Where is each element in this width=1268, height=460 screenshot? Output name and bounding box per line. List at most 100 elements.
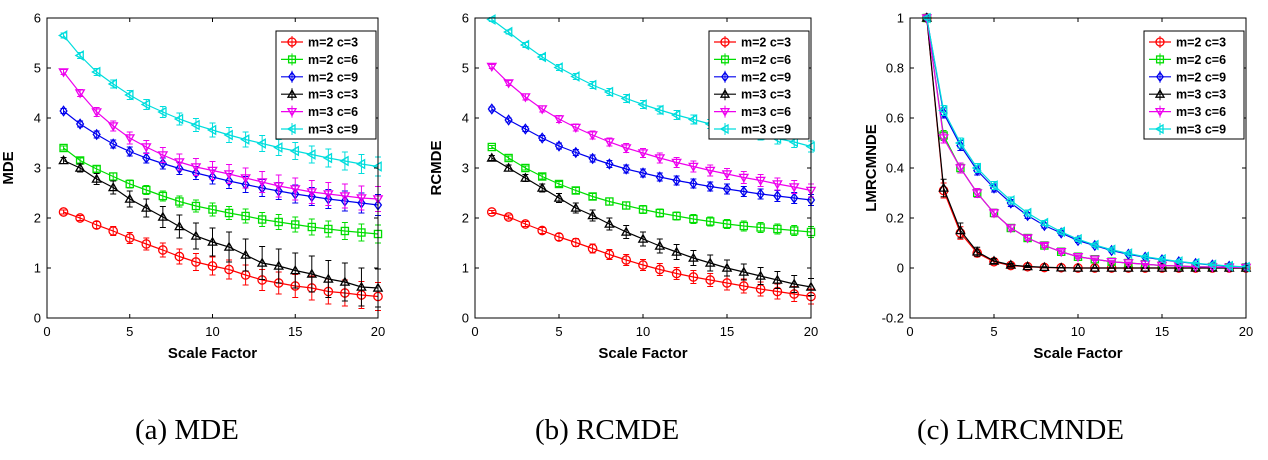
legend-marker bbox=[287, 37, 297, 47]
legend-marker bbox=[1154, 123, 1164, 135]
y-tick-label: 3 bbox=[34, 161, 41, 176]
legend-label: m=3 c=6 bbox=[1176, 105, 1226, 119]
legend-marker bbox=[286, 107, 298, 117]
data-point bbox=[75, 213, 85, 223]
data-point bbox=[571, 146, 580, 159]
data-point bbox=[306, 188, 318, 198]
data-point bbox=[124, 134, 136, 144]
data-point bbox=[58, 30, 68, 41]
data-point bbox=[620, 144, 632, 154]
data-point bbox=[604, 218, 615, 228]
legend-label: m=2 c=6 bbox=[308, 53, 358, 67]
data-point bbox=[570, 237, 581, 248]
legend-label: m=2 c=6 bbox=[1176, 53, 1226, 67]
data-point bbox=[174, 158, 185, 168]
y-tick-label: 2 bbox=[462, 211, 469, 226]
data-point bbox=[971, 162, 981, 174]
data-point bbox=[1005, 224, 1017, 234]
data-point bbox=[521, 123, 530, 135]
data-point bbox=[1123, 262, 1134, 272]
legend-box bbox=[275, 30, 377, 140]
data-point bbox=[372, 161, 382, 172]
y-tick-label: 1 bbox=[897, 11, 904, 26]
data-point bbox=[273, 260, 285, 270]
data-point bbox=[487, 142, 497, 152]
caption-b: (b) RCMDE bbox=[535, 414, 680, 446]
data-point bbox=[223, 170, 235, 180]
legend-label: m=3 c=9 bbox=[308, 123, 358, 137]
series-0-0 bbox=[58, 207, 383, 311]
data-point bbox=[805, 141, 815, 152]
data-point bbox=[638, 205, 648, 214]
data-point bbox=[553, 192, 565, 202]
data-point bbox=[738, 173, 750, 184]
data-point bbox=[604, 249, 615, 260]
legend-label: m=3 c=3 bbox=[308, 88, 358, 102]
data-point bbox=[1123, 259, 1134, 269]
series-0-5 bbox=[58, 30, 382, 177]
data-point bbox=[705, 275, 716, 285]
data-point bbox=[355, 158, 366, 170]
data-point bbox=[1139, 251, 1149, 263]
data-point bbox=[773, 190, 782, 202]
data-point bbox=[603, 86, 614, 98]
legend-marker bbox=[719, 107, 731, 117]
legend-label: m=3 c=6 bbox=[741, 105, 791, 119]
data-point bbox=[738, 281, 749, 291]
data-point bbox=[788, 136, 798, 148]
data-point bbox=[988, 255, 1000, 265]
series-1-2 bbox=[487, 103, 816, 206]
data-point bbox=[1022, 234, 1033, 244]
legend-marker bbox=[287, 55, 297, 64]
caption-a: (a) MDE bbox=[135, 414, 239, 446]
data-point bbox=[520, 93, 531, 103]
data-point bbox=[1223, 260, 1233, 272]
data-point bbox=[75, 118, 85, 130]
y-tick-label: 5 bbox=[462, 61, 469, 76]
data-point bbox=[721, 170, 733, 180]
data-point bbox=[340, 226, 350, 236]
x-tick-label: 20 bbox=[804, 324, 818, 339]
data-point bbox=[339, 155, 349, 167]
data-point bbox=[59, 143, 68, 153]
series-1-0 bbox=[486, 207, 816, 305]
data-point bbox=[772, 274, 783, 284]
data-point bbox=[125, 145, 134, 158]
y-tick-label: -0.2 bbox=[882, 311, 904, 326]
data-point bbox=[739, 185, 748, 198]
data-point bbox=[756, 223, 765, 232]
data-point bbox=[570, 71, 580, 82]
data-point bbox=[520, 219, 531, 229]
data-point bbox=[654, 264, 665, 275]
data-point bbox=[654, 104, 664, 116]
data-point bbox=[1039, 261, 1050, 272]
series-line bbox=[491, 146, 812, 233]
data-point bbox=[240, 134, 250, 145]
data-point bbox=[208, 205, 217, 214]
data-point bbox=[323, 190, 334, 200]
data-point bbox=[486, 62, 498, 73]
data-point bbox=[92, 128, 101, 141]
data-point bbox=[191, 257, 201, 267]
data-point bbox=[605, 197, 614, 206]
x-tick-label: 15 bbox=[288, 324, 302, 339]
x-axis-label: Scale Factor bbox=[168, 345, 257, 362]
data-point bbox=[722, 183, 732, 195]
data-point bbox=[938, 105, 948, 116]
data-point bbox=[587, 79, 597, 91]
data-point bbox=[1089, 262, 1101, 272]
data-point bbox=[208, 171, 217, 183]
data-point bbox=[671, 246, 682, 256]
data-point bbox=[124, 89, 134, 101]
series-line bbox=[491, 211, 812, 298]
data-point bbox=[554, 232, 564, 242]
data-point bbox=[1173, 256, 1183, 267]
data-point bbox=[704, 257, 716, 267]
data-point bbox=[721, 262, 733, 272]
y-tick-label: 0.4 bbox=[886, 161, 904, 176]
legend-marker bbox=[287, 71, 297, 83]
data-point bbox=[91, 66, 101, 78]
data-point bbox=[257, 215, 267, 224]
data-point bbox=[672, 174, 681, 187]
